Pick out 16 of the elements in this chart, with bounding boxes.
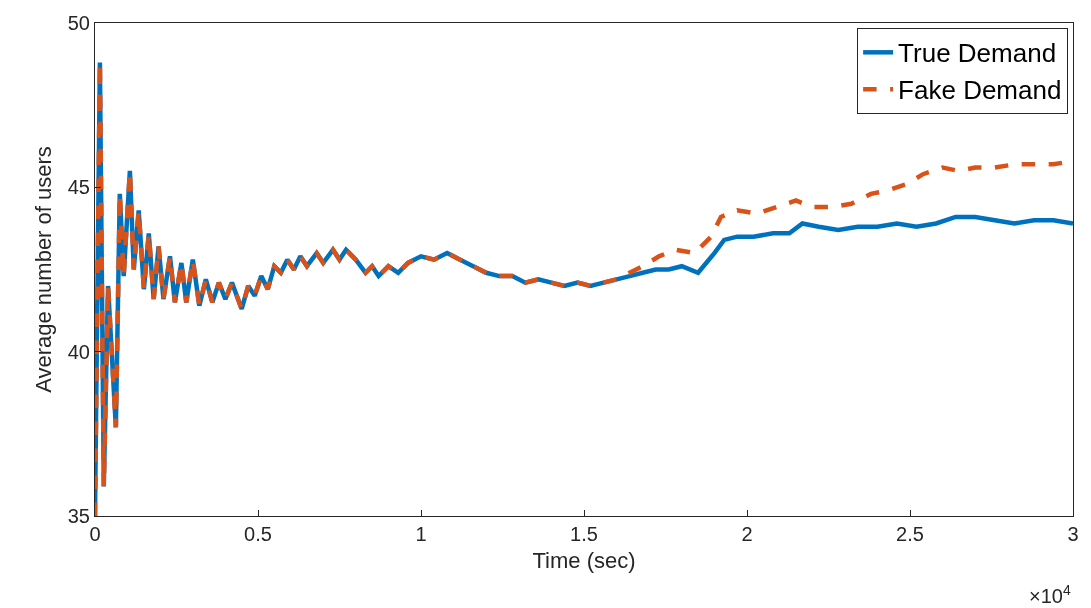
x-tick-label: 3 — [1067, 523, 1079, 545]
x-tick-label: 2.5 — [896, 523, 924, 545]
x-tick-label: 1.5 — [570, 523, 598, 545]
y-tick-label: 40 — [67, 340, 90, 363]
x-tick-label: 2 — [741, 523, 753, 545]
x-axis-title: Time (sec) — [532, 547, 636, 573]
x-tick-label: 1 — [415, 523, 427, 545]
text: ×10$^{4}$ — [1029, 582, 1071, 608]
x-tick-label: 0.5 — [244, 523, 272, 545]
y-axis-title: Average number of users — [30, 146, 56, 393]
legend-label: Fake Demand — [898, 75, 1062, 106]
y-tick-label: 35 — [67, 505, 90, 527]
legend-label: True Demand — [898, 38, 1057, 69]
y-tick-label: 45 — [67, 176, 90, 199]
x-tick-label: 0 — [89, 523, 101, 545]
y-tick-label: 50 — [67, 12, 90, 34]
